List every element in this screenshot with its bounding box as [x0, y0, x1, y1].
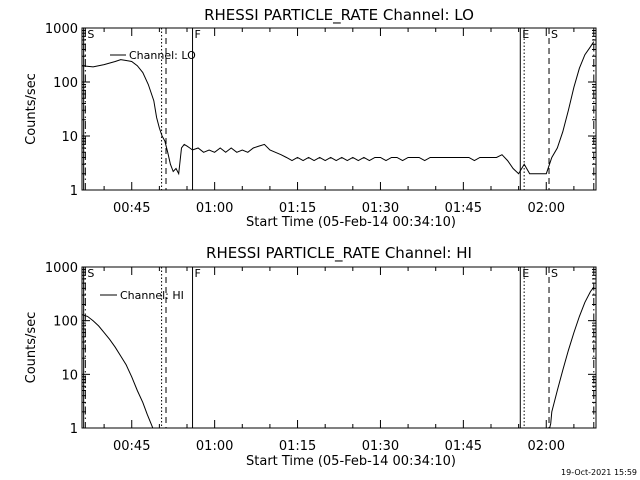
chart-title: RHESSI PARTICLE_RATE Channel: HI	[206, 244, 472, 263]
x-tick-label: 01:00	[196, 201, 233, 216]
event-marker-label: E	[522, 28, 529, 41]
x-tick-label: 01:15	[279, 439, 316, 454]
date-stamp: 19-Oct-2021 15:59	[561, 468, 637, 477]
plot-frame	[81, 266, 597, 429]
y-axis-label: Counts/sec	[24, 73, 39, 145]
event-marker-label: S	[551, 267, 558, 280]
y-tick-label: 100	[53, 315, 78, 330]
x-tick-label: 02:00	[528, 201, 565, 216]
series-hi-line	[82, 314, 154, 428]
y-axis-label: Counts/sec	[24, 312, 39, 384]
legend-label: Channel: HI	[120, 289, 184, 302]
chart-panel-lo: RHESSI PARTICLE_RATE Channel: LO 1 10 100 10…	[24, 6, 597, 230]
chart-title: RHESSI PARTICLE_RATE Channel: LO	[204, 6, 474, 25]
y-tick-label: 1	[70, 422, 78, 437]
x-tick-label: 00:45	[113, 439, 150, 454]
x-tick-label: 02:00	[528, 439, 565, 454]
y-tick-label: 10	[61, 130, 78, 145]
event-marker-label: F	[195, 267, 201, 280]
event-marker-label: E	[522, 267, 529, 280]
y-tick-label: 1000	[45, 261, 78, 276]
x-tick-label: 01:00	[196, 439, 233, 454]
y-tick-label: 10	[61, 368, 78, 383]
plot-frame	[81, 27, 597, 191]
x-tick-label: 01:15	[279, 201, 316, 216]
x-tick-label: 01:30	[362, 201, 399, 216]
y-tick-label: 1	[70, 184, 78, 199]
event-marker-label: S	[87, 267, 94, 280]
event-marker-label: F	[195, 28, 201, 41]
event-marker-label: S	[551, 28, 558, 41]
series-hi-line	[549, 286, 595, 428]
legend-label: Channel: LO	[129, 49, 196, 62]
x-axis-label: Start Time (05-Feb-14 00:34:10)	[246, 215, 456, 230]
x-tick-label: 01:45	[445, 439, 482, 454]
y-tick-label: 100	[53, 76, 78, 91]
x-tick-label: 01:45	[445, 201, 482, 216]
x-tick-label: 01:30	[362, 439, 399, 454]
event-marker-label: S	[87, 28, 94, 41]
series-lo-line	[82, 41, 595, 176]
x-axis-label: Start Time (05-Feb-14 00:34:10)	[246, 454, 456, 469]
chart-panel-hi: RHESSI PARTICLE_RATE Channel: HI 1 10 100 10…	[24, 244, 597, 469]
y-tick-label: 1000	[45, 22, 78, 37]
x-tick-label: 00:45	[113, 201, 150, 216]
